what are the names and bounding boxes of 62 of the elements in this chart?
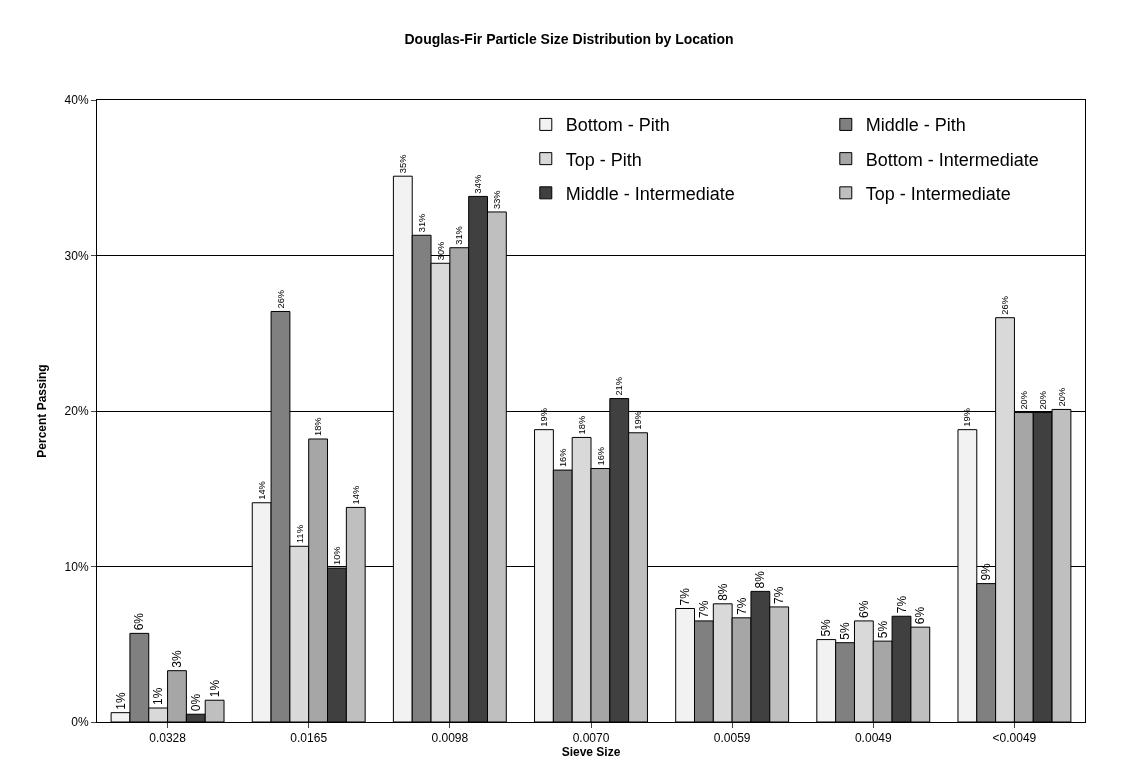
data-label: 7% bbox=[696, 600, 711, 618]
y-tick-label: 20% bbox=[64, 404, 89, 419]
x-tick-label: 0.0328 bbox=[149, 731, 187, 746]
x-tick-label: 0.0070 bbox=[572, 731, 610, 746]
legend-label: Middle - Intermediate bbox=[565, 183, 735, 204]
data-label: 5% bbox=[875, 620, 890, 639]
data-label: 20% bbox=[1018, 391, 1029, 410]
legend-label: Bottom - Pith bbox=[565, 115, 670, 136]
data-label: 14% bbox=[256, 481, 267, 500]
legend-label: Top - Intermediate bbox=[865, 183, 1011, 204]
data-label: 8% bbox=[753, 570, 768, 589]
data-label: 10% bbox=[332, 546, 343, 566]
data-label: 11% bbox=[293, 524, 305, 544]
data-label: 34% bbox=[473, 174, 484, 194]
data-label: 19% bbox=[962, 408, 973, 427]
y-tick-label: 30% bbox=[64, 248, 89, 263]
data-label: 21% bbox=[614, 377, 625, 396]
x-tick-label: <0.0049 bbox=[992, 731, 1037, 746]
chart-title: Douglas-Fir Particle Size Distribution by Location bbox=[404, 30, 734, 47]
data-label: 31% bbox=[416, 213, 427, 233]
legend-label: Bottom - Intermediate bbox=[865, 149, 1039, 170]
data-label: 20% bbox=[1037, 391, 1048, 410]
data-label: 0% bbox=[188, 693, 203, 712]
data-label: 19% bbox=[633, 411, 644, 430]
data-label: 1% bbox=[113, 692, 128, 710]
y-tick-label: 10% bbox=[64, 559, 89, 574]
y-tick-label: 0% bbox=[71, 715, 89, 730]
data-label: 3% bbox=[169, 650, 184, 668]
data-label: 5% bbox=[819, 618, 834, 637]
data-label: 18% bbox=[576, 415, 587, 435]
x-axis-title: Sieve Size bbox=[561, 745, 621, 760]
x-tick-label: 0.0165 bbox=[290, 731, 328, 746]
data-label: 7% bbox=[734, 597, 749, 615]
data-label: 1% bbox=[151, 687, 166, 706]
data-label: 19% bbox=[539, 408, 550, 427]
data-label: 20% bbox=[1056, 387, 1067, 407]
y-axis-title: Percent Passing bbox=[34, 364, 49, 458]
data-label: 16% bbox=[595, 446, 606, 466]
data-label: 5% bbox=[838, 622, 853, 640]
legend-label: Middle - Pith bbox=[865, 115, 966, 136]
data-label: 18% bbox=[313, 417, 324, 436]
data-label: 35% bbox=[397, 154, 408, 174]
data-label: 6% bbox=[132, 612, 147, 631]
data-label: 33% bbox=[492, 190, 502, 209]
data-label: 14% bbox=[350, 485, 361, 505]
data-label: 7% bbox=[678, 587, 693, 606]
y-tick-label: 40% bbox=[64, 93, 89, 108]
data-label: 31% bbox=[454, 226, 465, 245]
data-label: 7% bbox=[772, 586, 787, 604]
data-label: 8% bbox=[715, 583, 730, 601]
data-label: 30% bbox=[435, 241, 446, 261]
data-label: 16% bbox=[557, 448, 568, 468]
data-label: 26% bbox=[1000, 296, 1011, 315]
data-label: 6% bbox=[913, 606, 928, 625]
x-tick-label: 0.0049 bbox=[854, 731, 892, 746]
data-label: 6% bbox=[856, 600, 871, 618]
legend-label: Top - Pith bbox=[565, 149, 642, 170]
x-tick-label: 0.0059 bbox=[713, 731, 751, 746]
data-label: 7% bbox=[894, 595, 909, 614]
data-label: 1% bbox=[207, 679, 222, 698]
x-tick-label: 0.0098 bbox=[431, 731, 469, 746]
data-label: 26% bbox=[275, 289, 286, 309]
